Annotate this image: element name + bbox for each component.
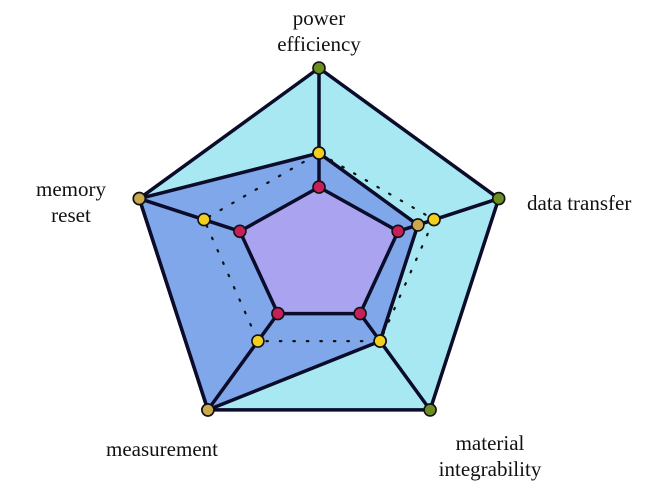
axis-label-power-line-2: efficiency (277, 32, 361, 56)
axis-label-measurement: measurement (106, 437, 218, 461)
series-3-point-material (373, 334, 387, 348)
series-2-point-measurement (201, 403, 215, 417)
axis-label-power-line-1: power (293, 6, 345, 30)
series-layer (137, 66, 501, 412)
series-4-point-material (353, 306, 367, 321)
axis-label-memory: memory reset (36, 177, 106, 227)
axis-label-data: data transfer (527, 191, 631, 215)
axis-label-measurement-line-1: measurement (106, 437, 218, 461)
axis-label-data-line-1: data transfer (527, 191, 631, 215)
inner-spoke-measurement (206, 312, 280, 411)
axis-label-memory-line-1: memory (36, 177, 106, 201)
series-3-point-power (312, 146, 326, 160)
series-3-point-measurement (251, 334, 265, 348)
series-3-point-data (427, 212, 441, 227)
series-1-point-data (491, 191, 506, 206)
series-2-point-memory (132, 191, 147, 206)
axis-label-material-line-1: material (456, 431, 525, 455)
series-4-polygon (238, 185, 400, 316)
series-4-point-measurement (271, 306, 285, 321)
axis-label-memory-line-2: reset (51, 203, 91, 227)
series-1-point-power (312, 61, 326, 75)
series-4-point-memory (233, 224, 247, 239)
axis-label-material-line-2: integrability (439, 457, 542, 481)
labels-layer: power efficiency data transfer material inte… (36, 6, 631, 481)
series-4-point-data (391, 224, 405, 239)
axis-label-power: power efficiency (277, 6, 361, 56)
inner-spoke-memory (138, 196, 241, 233)
series-3-point-memory (197, 212, 211, 227)
axis-spoke-material (378, 340, 432, 411)
series-2-point-data (411, 218, 425, 232)
series-4-point-power (312, 180, 326, 194)
axis-label-material: material integrability (439, 431, 542, 481)
points-layer (132, 61, 506, 417)
series-1-point-material (423, 403, 437, 417)
